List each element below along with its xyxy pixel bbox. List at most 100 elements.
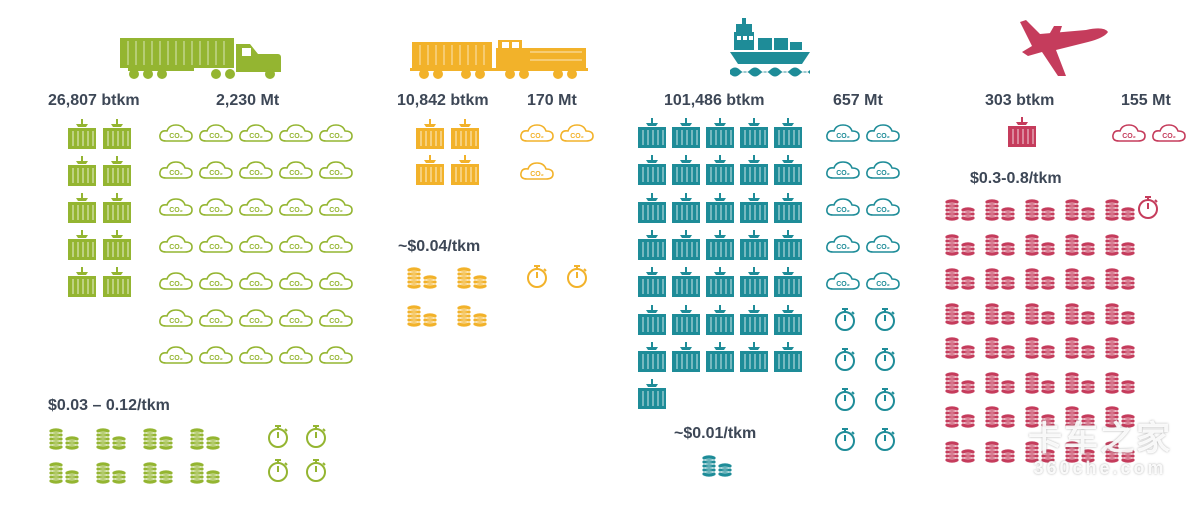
stopwatch-icon <box>527 265 547 288</box>
co2-cloud-icon: CO₂ <box>1112 124 1146 142</box>
watermark-text: 卡车之家 <box>1028 420 1172 458</box>
coin-stack-icon <box>944 267 976 291</box>
rail-mt-label: 170 Mt <box>527 92 577 109</box>
coin-stack-icon <box>95 427 127 451</box>
svg-text:CO₂: CO₂ <box>289 355 303 362</box>
container-icon <box>103 267 131 297</box>
co2-cloud-icon: CO₂ <box>199 198 233 216</box>
co2-cloud-icon: CO₂ <box>239 309 273 327</box>
container-icon <box>774 155 802 186</box>
container-icon <box>672 341 700 372</box>
svg-text:CO₂: CO₂ <box>329 244 343 251</box>
svg-text:CO₂: CO₂ <box>169 207 183 214</box>
stopwatch-icon <box>268 425 288 448</box>
svg-text:CO₂: CO₂ <box>329 318 343 325</box>
watermark-url: 360che.com <box>1033 458 1167 478</box>
co2-cloud-icon: CO₂ <box>866 124 900 142</box>
svg-text:CO₂: CO₂ <box>530 171 544 178</box>
container-icon <box>638 229 666 260</box>
co2-cloud-icon: CO₂ <box>319 235 353 253</box>
coin-stack-icon <box>944 371 976 394</box>
coin-stack-icon <box>984 267 1016 291</box>
container-icon <box>672 267 700 298</box>
svg-text:CO₂: CO₂ <box>169 281 183 288</box>
co2-cloud-icon: CO₂ <box>1152 124 1186 142</box>
stopwatch-icon <box>835 428 855 451</box>
container-icon <box>706 118 734 148</box>
container-icon <box>774 341 802 372</box>
container-icon <box>706 192 734 223</box>
container-icon <box>774 304 802 335</box>
co2-cloud-icon: CO₂ <box>319 198 353 216</box>
svg-text:CO₂: CO₂ <box>289 281 303 288</box>
co2-cloud-icon: CO₂ <box>826 124 860 142</box>
svg-text:CO₂: CO₂ <box>876 281 890 288</box>
coin-stack-icon <box>1064 440 1096 463</box>
co2-cloud-icon: CO₂ <box>159 235 193 253</box>
stopwatch-icon <box>835 348 855 371</box>
air-btkm-label: 303 btkm <box>985 92 1055 109</box>
coin-stack-icon <box>189 427 221 451</box>
coin-stack-icon <box>142 461 174 485</box>
co2-cloud-icon: CO₂ <box>279 124 313 142</box>
ship-mt-label: 657 Mt <box>833 92 883 109</box>
co2-cloud-icon: CO₂ <box>279 198 313 216</box>
container-icon <box>451 155 479 185</box>
coin-stack-icon <box>1104 371 1136 394</box>
coin-stack-icon <box>1104 405 1136 429</box>
coin-stack-icon <box>984 405 1016 429</box>
svg-text:CO₂: CO₂ <box>209 133 223 140</box>
container-icon <box>68 156 96 186</box>
coin-stack-icon <box>48 461 80 485</box>
coin-stack-icon <box>1024 267 1056 291</box>
coin-stack-icon <box>1024 371 1056 394</box>
svg-text:CO₂: CO₂ <box>289 207 303 214</box>
coin-stack-icon <box>984 440 1016 463</box>
container-icon <box>672 155 700 186</box>
coin-stack-icon <box>142 427 174 451</box>
co2-cloud-icon: CO₂ <box>826 272 860 290</box>
co2-cloud-icon: CO₂ <box>319 161 353 179</box>
container-icon <box>740 304 768 335</box>
svg-text:CO₂: CO₂ <box>169 170 183 177</box>
svg-text:CO₂: CO₂ <box>169 133 183 140</box>
stopwatch-icon <box>1138 196 1158 219</box>
svg-text:CO₂: CO₂ <box>209 318 223 325</box>
coin-stack-icon <box>944 440 976 463</box>
co2-cloud-icon: CO₂ <box>199 161 233 179</box>
container-icon <box>740 341 768 372</box>
container-icon <box>103 156 131 186</box>
container-icon <box>638 341 666 372</box>
svg-text:CO₂: CO₂ <box>209 207 223 214</box>
stopwatch-icon <box>875 388 895 411</box>
ship-cost-label: ~$0.01/tkm <box>674 425 757 442</box>
air-cost-label: $0.3-0.8/tkm <box>970 170 1062 187</box>
svg-text:CO₂: CO₂ <box>249 244 263 251</box>
svg-text:CO₂: CO₂ <box>570 133 584 140</box>
svg-text:CO₂: CO₂ <box>836 133 850 140</box>
container-icon <box>774 118 802 148</box>
container-icon <box>638 379 666 410</box>
coin-stack-icon <box>1064 405 1096 429</box>
svg-text:CO₂: CO₂ <box>169 318 183 325</box>
coin-stack-icon <box>944 233 976 256</box>
svg-text:CO₂: CO₂ <box>836 170 850 177</box>
co2-cloud-icon: CO₂ <box>239 124 273 142</box>
container-icon <box>638 192 666 223</box>
svg-text:CO₂: CO₂ <box>530 133 544 140</box>
coin-stack-icon <box>1064 267 1096 291</box>
container-icon <box>740 267 768 298</box>
co2-cloud-icon: CO₂ <box>159 124 193 142</box>
svg-text:CO₂: CO₂ <box>329 281 343 288</box>
svg-text:CO₂: CO₂ <box>836 207 850 214</box>
coin-stack-icon <box>1104 302 1136 325</box>
coin-stack-icon <box>1064 233 1096 256</box>
svg-text:CO₂: CO₂ <box>209 355 223 362</box>
coin-stack-icon <box>1024 405 1056 429</box>
coin-stack-icon <box>95 461 127 485</box>
co2-cloud-icon: CO₂ <box>159 346 193 364</box>
stopwatch-icon <box>835 388 855 411</box>
svg-text:CO₂: CO₂ <box>289 318 303 325</box>
truck-btkm-label: 26,807 btkm <box>48 92 140 109</box>
container-icon <box>638 118 666 148</box>
